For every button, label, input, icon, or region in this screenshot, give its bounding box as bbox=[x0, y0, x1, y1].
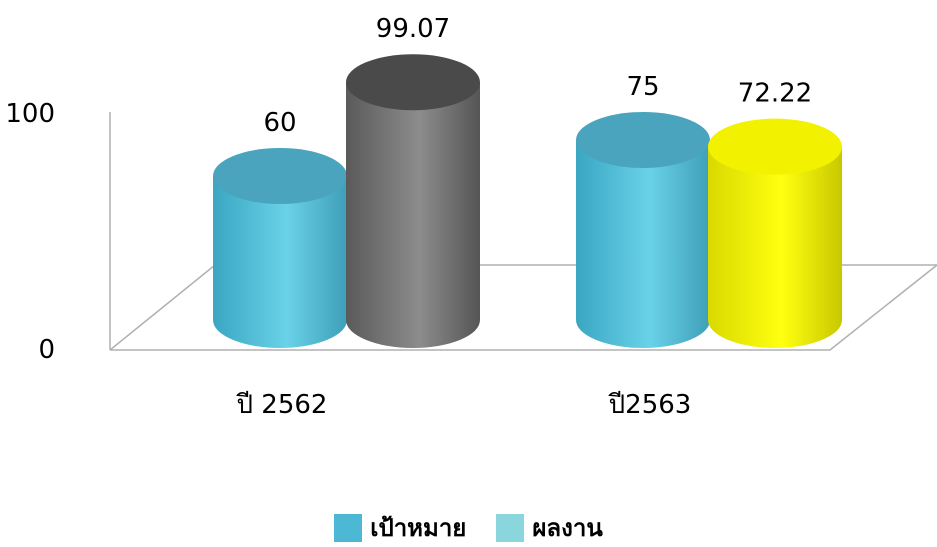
category-label: ปี 2562 bbox=[235, 390, 327, 420]
bar-top bbox=[346, 54, 480, 111]
legend-swatch bbox=[334, 513, 363, 542]
bar-body bbox=[576, 140, 710, 348]
bar-body bbox=[213, 176, 347, 348]
data-label: 99.07 bbox=[376, 14, 450, 44]
bar-body bbox=[708, 146, 842, 348]
legend-item: ผลงาน bbox=[496, 508, 603, 547]
legend-item: เป้าหมาย bbox=[334, 508, 466, 547]
legend: เป้าหมาย ผลงาน bbox=[0, 508, 937, 547]
data-label: 60 bbox=[263, 108, 296, 138]
data-label: 75 bbox=[626, 72, 659, 102]
bar-body bbox=[346, 82, 480, 349]
data-label: 72.22 bbox=[738, 79, 812, 109]
floor-front-edge bbox=[110, 264, 937, 351]
bar-top bbox=[213, 148, 347, 204]
bar-top bbox=[708, 118, 842, 175]
legend-label: เป้าหมาย bbox=[370, 514, 467, 542]
legend-swatch bbox=[496, 513, 525, 542]
y-tick-label: 100 bbox=[5, 99, 55, 129]
category-label: ปี2563 bbox=[608, 390, 692, 420]
chart-canvas: 100 0 60 99.07 75 72.22 ปี 2562 ปี2563 bbox=[5, 14, 937, 420]
legend-label: ผลงาน bbox=[532, 514, 603, 542]
bar-group: 60 99.07 75 72.22 bbox=[213, 14, 842, 349]
y-tick-label: 0 bbox=[38, 335, 55, 365]
bar-top bbox=[576, 112, 710, 168]
